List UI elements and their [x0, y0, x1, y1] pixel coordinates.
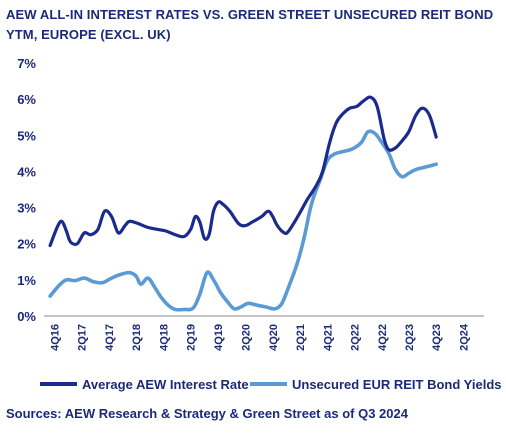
- x-tick-label: 2Q17: [77, 324, 89, 351]
- x-tick-label: 4Q23: [431, 324, 443, 351]
- y-tick-label: 7%: [17, 56, 36, 71]
- x-axis-labels: 4Q16 2Q17 4Q17 2Q18 4Q18 2Q19 4Q19 2Q20 4Q20 2Q21…: [50, 323, 471, 351]
- y-tick-label: 0%: [17, 309, 36, 324]
- x-tick-label: 4Q16: [50, 324, 62, 351]
- y-tick-label: 2%: [17, 237, 36, 252]
- y-tick-label: 1%: [17, 273, 36, 288]
- y-axis-labels: 0% 1% 2% 3% 4% 5% 6% 7%: [17, 56, 36, 324]
- legend: Average AEW Interest Rate Unsecured EUR …: [40, 377, 502, 392]
- x-tick-label: 4Q18: [159, 324, 171, 351]
- source-note: Sources: AEW Research & Strategy & Green…: [6, 406, 408, 421]
- y-tick-label: 5%: [17, 128, 36, 143]
- x-tick-label: 2Q18: [131, 324, 143, 351]
- x-tick-label: 2Q22: [349, 324, 361, 351]
- y-tick-label: 4%: [17, 164, 36, 179]
- x-tick-label: 4Q21: [322, 324, 334, 351]
- x-tick-label: 4Q17: [104, 324, 116, 351]
- x-tick-label: 2Q21: [295, 324, 307, 351]
- legend-label-average-aew: Average AEW Interest Rate: [82, 377, 249, 392]
- y-tick-label: 6%: [17, 92, 36, 107]
- chart-title: AEW ALL-IN INTEREST RATES VS. GREEN STRE…: [6, 7, 494, 42]
- x-tick-label: 4Q22: [377, 324, 389, 351]
- legend-label-unsecured-eur: Unsecured EUR REIT Bond Yields: [292, 377, 502, 392]
- x-tick-label: 2Q20: [240, 324, 252, 351]
- x-tick-label: 4Q20: [268, 324, 280, 351]
- series-line-unsecured-eur-reit-bond-yields: [48, 129, 438, 312]
- series-line-average-aew-interest-rate: [48, 95, 438, 248]
- y-tick-label: 3%: [17, 201, 36, 216]
- x-tick-label: 2Q23: [404, 324, 416, 351]
- x-tick-label: 2Q24: [458, 323, 470, 351]
- series-lines: [48, 95, 438, 312]
- x-tick-label: 2Q19: [186, 324, 198, 351]
- x-tick-label: 4Q19: [213, 324, 225, 351]
